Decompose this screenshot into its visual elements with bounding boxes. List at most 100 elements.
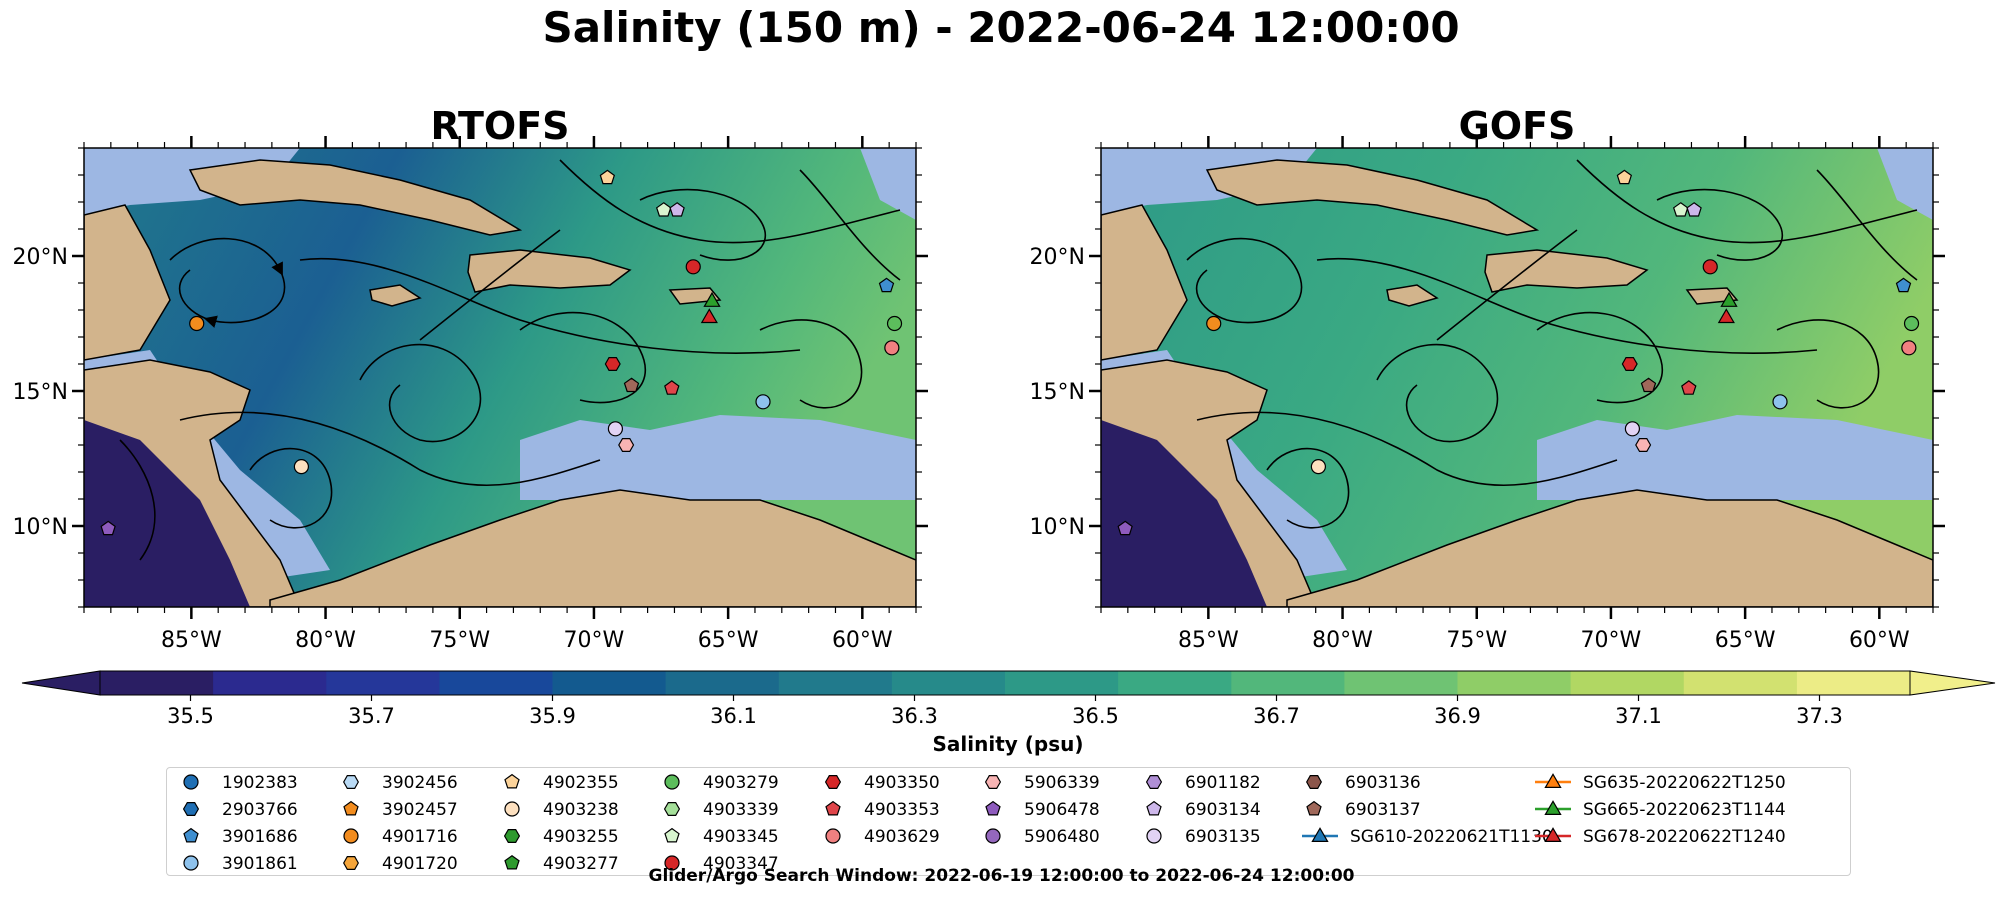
legend-label: 4903339	[703, 800, 779, 820]
platform-marker-4903279	[1903, 315, 1920, 332]
legend-entry: 6903134	[1146, 800, 1261, 820]
platform-marker-4901716	[1206, 315, 1222, 332]
platform-marker-4903353	[1681, 380, 1697, 395]
legend-marker	[504, 773, 520, 789]
panel-title-rtofs: RTOFS	[430, 104, 569, 148]
legend-entry: 5906480	[985, 827, 1100, 847]
colorbar-segment	[439, 671, 554, 695]
colorbar-tick-label: 36.9	[1434, 704, 1481, 728]
axes-frame-gofs	[1100, 147, 1934, 608]
legend-label: 5906478	[1024, 800, 1100, 820]
colorbar-tick-label: 35.7	[348, 704, 395, 728]
y-tick-label: 20°N	[13, 245, 68, 270]
land-yucatan	[84, 204, 171, 361]
platform-marker-5906478	[1117, 520, 1133, 536]
x-tick-label: 70°W	[564, 628, 625, 653]
legend-label: SG678-20220622T1240	[1583, 827, 1786, 847]
legend-label: 4903629	[864, 827, 940, 847]
legend-marker	[1311, 827, 1329, 843]
platform-marker-4903279	[886, 315, 903, 332]
legend-marker	[343, 828, 359, 844]
platform-marker-3901861	[1772, 394, 1788, 410]
platform-marker-4903345	[655, 202, 672, 217]
colorbar-label: Salinity (psu)	[932, 732, 1083, 756]
legend-marker	[1145, 774, 1163, 789]
platform-marker-4902355	[599, 169, 616, 185]
legend-marker	[664, 774, 680, 790]
x-tick-label: 70°W	[1581, 628, 1642, 653]
colorbar-extend-high	[1909, 670, 1996, 696]
legend-label: SG665-20220623T1144	[1583, 800, 1786, 820]
colorbar-tick-label: 36.3	[891, 704, 938, 728]
legend-label: 4903353	[864, 800, 940, 820]
legend-marker	[663, 801, 681, 817]
pacific-low-salinity	[84, 420, 250, 607]
legend-marker	[664, 827, 680, 843]
legend-entry: 3901686	[183, 827, 298, 847]
legend-entry: 4903238	[504, 800, 619, 820]
x-tick-label: 65°W	[1715, 628, 1776, 653]
platform-marker-6903135	[1624, 421, 1641, 437]
legend-label: 4903255	[543, 827, 619, 847]
legend-marker	[343, 800, 359, 816]
search-window-note: Glider/Argo Search Window: 2022-06-19 12…	[648, 866, 1355, 886]
pacific-low-salinity	[1101, 420, 1267, 607]
legend-label: 6903135	[1185, 827, 1261, 847]
legend-marker	[183, 827, 199, 843]
legend-label: 4903350	[864, 773, 940, 793]
legend-entry: 4903255	[503, 827, 619, 847]
colorbar-segment	[1231, 671, 1345, 695]
platform-marker-4903350	[1621, 357, 1638, 371]
legend-marker	[343, 774, 359, 789]
x-tick-label: 85°W	[1178, 628, 1239, 653]
legend-label: 6903134	[1185, 800, 1261, 820]
legend-label: 4903279	[703, 773, 779, 793]
x-tick-label: 65°W	[698, 628, 759, 653]
platform-marker-SG678-20220622T1240	[700, 308, 718, 324]
x-tick-label: 60°W	[832, 628, 893, 653]
platform-marker-4903629	[884, 340, 900, 356]
legend-entry: 4901716	[343, 827, 458, 847]
x-tick-label: 85°W	[161, 628, 222, 653]
x-tick-label: 75°W	[1446, 628, 1507, 653]
legend-label: 1902383	[222, 773, 298, 793]
legend-entry: 5906339	[984, 773, 1100, 793]
y-tick-label: 15°N	[1030, 380, 1085, 405]
colorbar-segment	[1683, 671, 1798, 695]
colorbar-segment	[665, 671, 780, 695]
legend-entry: 4903629	[825, 827, 940, 847]
x-tick-label: 60°W	[1849, 628, 1910, 653]
legend-entry: 1902383	[183, 773, 298, 793]
platform-marker-4903353	[664, 380, 680, 395]
legend-label: 4903277	[543, 854, 619, 874]
legend-entry: 4903277	[504, 854, 619, 874]
x-tick-label: 80°W	[295, 628, 356, 653]
platform-marker-6903134	[669, 202, 685, 217]
current-streamlines	[1186, 159, 1918, 529]
legend-marker	[985, 828, 1001, 844]
colorbar-tick-label: 35.9	[529, 704, 576, 728]
legend-marker	[343, 855, 359, 871]
legend-entry: SG610-20220621T1130	[1302, 827, 1553, 847]
legend-entry: 6903137	[1306, 800, 1421, 820]
colorbar-segment	[326, 671, 440, 695]
legend-label: 4903347	[703, 854, 779, 874]
legend-label: 4903238	[543, 800, 619, 820]
legend-entry: SG678-20220622T1240	[1535, 827, 1786, 847]
platform-marker-6903137	[1640, 377, 1657, 393]
y-tick-label: 15°N	[13, 380, 68, 405]
platform-marker-4903345	[1672, 202, 1689, 217]
axes-ticks-rtofs: 85°W 80°W 75°W 70°W 65°W 60°W 20°N 15°N 10°N	[13, 136, 928, 653]
colorbar: 35.5 35.7 35.9 36.1 36.3 36.5 36.7 36.9 37.1 37.3	[21, 670, 1996, 728]
legend-marker	[985, 800, 1001, 816]
colorbar-segment	[1796, 671, 1911, 695]
legend-entry: 3902457	[343, 800, 458, 820]
legend-marker	[1146, 800, 1162, 816]
platform-marker-5906339	[618, 438, 635, 452]
legend-label: 4902355	[543, 773, 619, 793]
legend-label: 3901861	[222, 854, 298, 874]
legend-label: SG610-20220621T1130	[1350, 827, 1553, 847]
colorbar-frame	[99, 670, 1911, 696]
colorbar-extend-low	[21, 670, 101, 696]
